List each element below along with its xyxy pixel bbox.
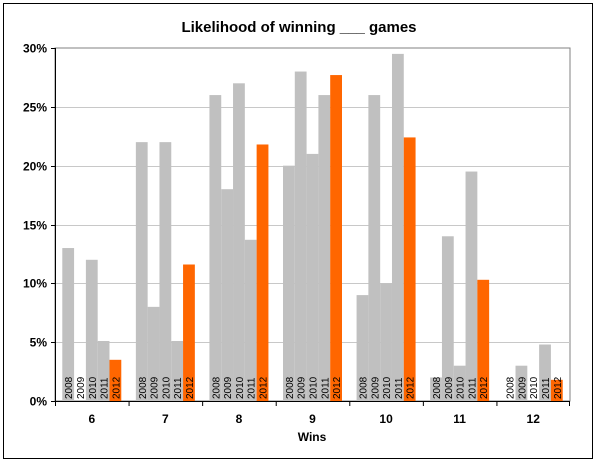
chart-frame: Likelihood of winning ___ games 2008 2009…: [3, 3, 593, 459]
x-tick-label: 7: [162, 412, 169, 426]
bar-2011-8: [244, 239, 257, 401]
bar-2012-10: [403, 137, 416, 401]
bar-2011-10: [391, 53, 404, 402]
bar-label-2012: 2012: [185, 376, 196, 399]
bar-2011-11: [465, 171, 478, 401]
bar-label-2010: 2010: [88, 376, 99, 399]
bar-label-2009: 2009: [517, 376, 528, 399]
bar-label-2009: 2009: [223, 376, 234, 399]
bar-2011-12: [539, 344, 551, 401]
bar-label-2012: 2012: [259, 376, 270, 399]
bar-label-2008: 2008: [211, 376, 222, 399]
bar-2012-7: [183, 264, 195, 401]
x-tick-label: 10: [379, 412, 393, 426]
bar-2010-8: [233, 83, 245, 402]
bar-2011-7: [171, 340, 184, 401]
bar-label-2012: 2012: [332, 376, 343, 399]
axes: 0% 5% 10% 15% 20% 25% 30% 6 7 8 9 10 11 12: [23, 42, 570, 426]
bar-label-2012: 2012: [479, 376, 490, 399]
bar-2012-11: [477, 279, 490, 401]
bar-label-2011: 2011: [100, 377, 111, 399]
bar-2012-6: [109, 359, 122, 401]
bar-2010-9: [306, 153, 319, 401]
bar-label-2008: 2008: [358, 376, 369, 399]
bar-label-2011: 2011: [467, 377, 478, 399]
bar-2008-8: [209, 95, 222, 402]
bars: 2008 2009 2010 2011 2012 2008 2009 2010 2011 2012…: [62, 53, 564, 402]
bar-label-2011: 2011: [247, 377, 258, 399]
bar-label-2011: 2011: [541, 377, 552, 399]
bar-label-2011: 2011: [320, 377, 331, 399]
bar-2010-10: [380, 283, 392, 401]
bar-label-2010: 2010: [456, 376, 467, 399]
bar-label-2010: 2010: [309, 376, 320, 399]
y-tick-label: 5%: [30, 336, 48, 350]
bar-label-2010: 2010: [382, 376, 393, 399]
chart-svg: Likelihood of winning ___ games 2008 2009…: [23, 19, 571, 444]
bar-2009-9: [294, 71, 307, 402]
bar-label-2008: 2008: [64, 376, 75, 399]
bar-label-2008: 2008: [285, 376, 296, 399]
y-tick-label: 20%: [23, 160, 47, 174]
bar-label-2012: 2012: [406, 376, 417, 399]
chart-title: Likelihood of winning ___ games: [181, 19, 416, 36]
bar-label-2008: 2008: [432, 376, 443, 399]
y-tick-label: 25%: [23, 101, 47, 115]
bar-label-2012: 2012: [111, 376, 122, 399]
bar-2008-9: [283, 165, 295, 401]
bar-label-2010: 2010: [161, 376, 172, 399]
bar-label-2010: 2010: [529, 376, 540, 399]
bar-label-2009: 2009: [297, 376, 308, 399]
y-tick-label: 15%: [23, 219, 47, 233]
bar-2009-12: [515, 365, 528, 401]
bar-2009-10: [368, 95, 381, 402]
bar-label-2009: 2009: [76, 376, 87, 399]
bar-2010-6: [85, 259, 98, 401]
bar-label-2012: 2012: [553, 376, 564, 399]
bar-label-2011: 2011: [173, 377, 184, 399]
bar-2012-9: [330, 75, 342, 402]
bar-label-2009: 2009: [150, 376, 161, 399]
x-axis-title: Wins: [298, 430, 327, 444]
bar-2008-10: [356, 295, 369, 401]
bar-2011-6: [97, 340, 110, 401]
bar-2011-9: [318, 95, 331, 402]
y-tick-label: 10%: [23, 277, 47, 291]
bar-label-2008: 2008: [506, 376, 517, 399]
y-tick-label: 30%: [23, 42, 47, 56]
bar-label-2009: 2009: [370, 376, 381, 399]
bar-2008-6: [62, 248, 75, 401]
bar-label-2011: 2011: [394, 377, 405, 399]
x-tick-label: 6: [88, 412, 95, 426]
bar-label-2008: 2008: [138, 376, 149, 399]
bar-2009-7: [147, 306, 160, 401]
bar-2010-11: [453, 365, 466, 401]
x-tick-label: 9: [309, 412, 316, 426]
bar-2012-8: [256, 144, 269, 401]
x-tick-label: 8: [236, 412, 243, 426]
bar-2008-11: [430, 377, 442, 401]
y-tick-label: 0%: [30, 395, 48, 409]
bar-2009-11: [441, 236, 454, 401]
bar-label-2009: 2009: [444, 376, 455, 399]
bar-2012-12: [550, 379, 563, 401]
x-tick-label: 11: [453, 412, 466, 426]
bar-2008-7: [135, 142, 148, 401]
bar-2010-7: [159, 142, 172, 401]
bar-label-2010: 2010: [235, 376, 246, 399]
x-tick-label: 12: [527, 412, 541, 426]
bar-2009-8: [221, 189, 234, 401]
